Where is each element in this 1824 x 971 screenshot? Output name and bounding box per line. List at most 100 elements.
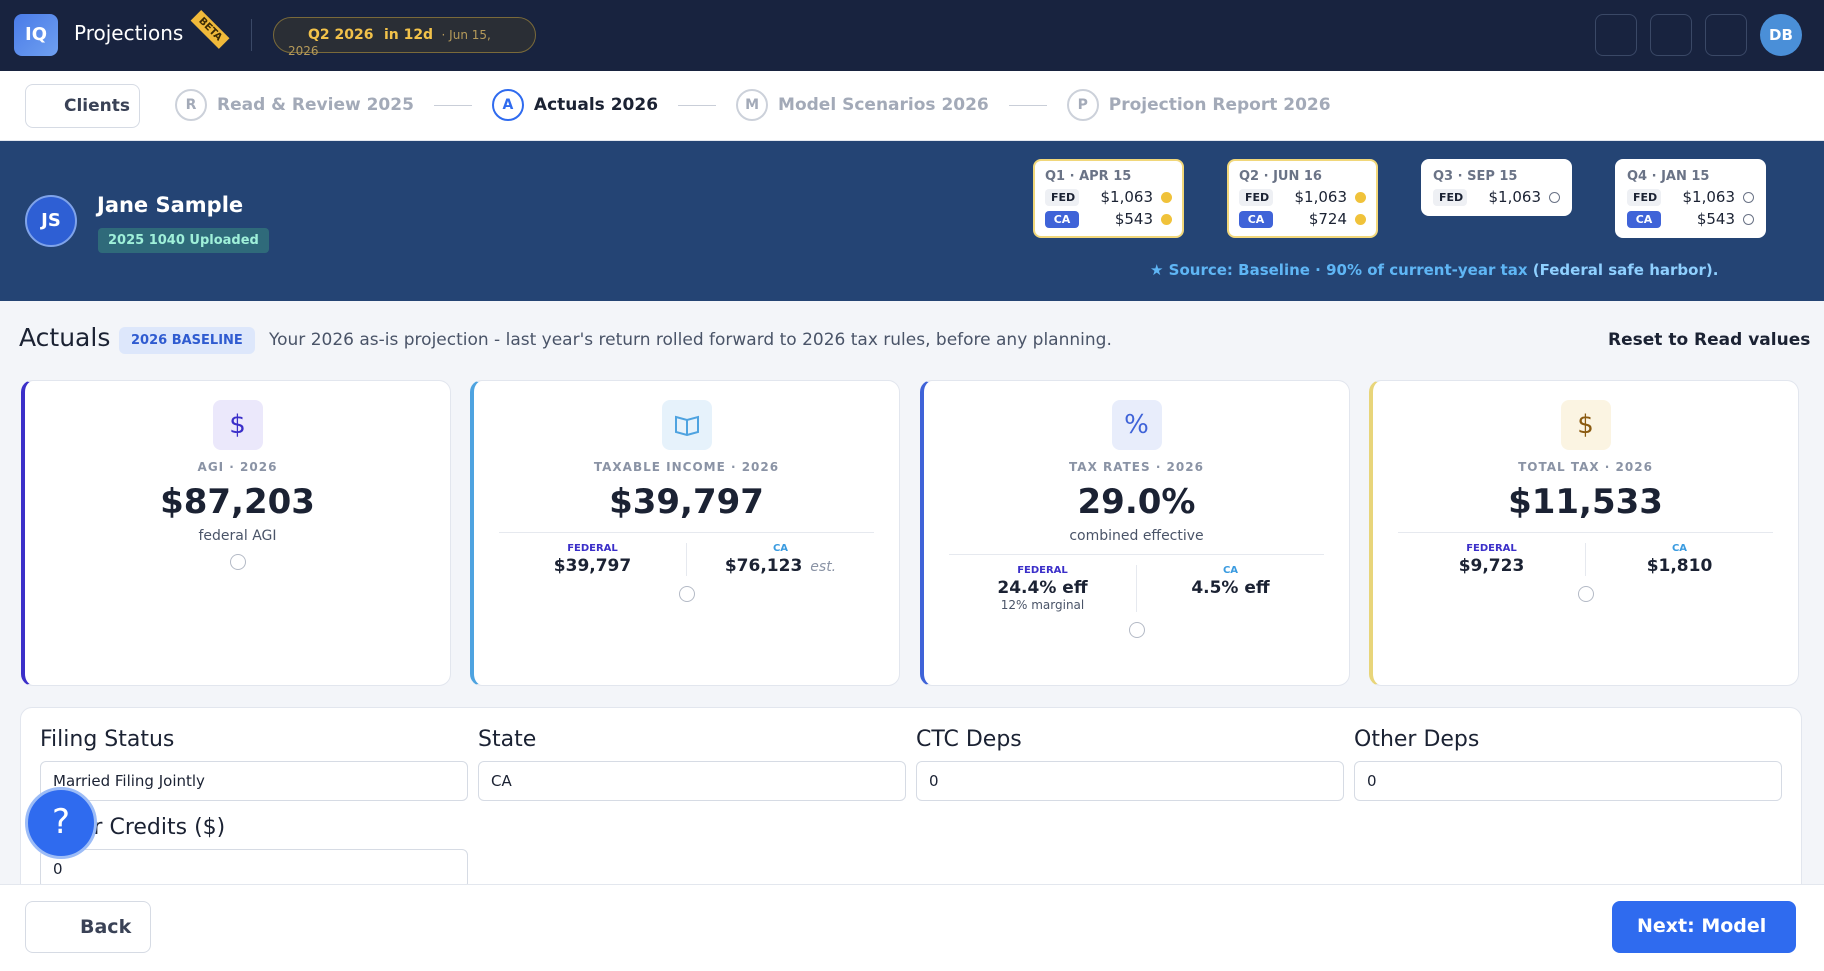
field-label: Other Deps [1354, 727, 1480, 752]
help-fab[interactable]: ? [25, 787, 97, 859]
quarter: Q2 2026 [308, 27, 374, 43]
step-letter[interactable]: P [1066, 89, 1099, 121]
back-button[interactable]: Back [25, 901, 151, 953]
split: FEDERAL $39,797 CA $76,123 est. [499, 532, 874, 576]
step-label[interactable]: Actuals 2026 [533, 95, 659, 115]
tax-tag: CA [1239, 210, 1273, 228]
settings-button[interactable] [1705, 14, 1747, 56]
quarter-row: FED $1,063 [1045, 188, 1172, 206]
quarter-row: CA $724 [1239, 210, 1366, 228]
card-icon: $ [212, 400, 263, 450]
due: in 12d [383, 27, 434, 43]
status-dot [1549, 191, 1560, 203]
quarter-title: Q2 · JUN 16 [1239, 169, 1322, 184]
ca-value-row: $1,810 [1586, 556, 1773, 576]
footer: Back Next: Model [0, 884, 1824, 971]
help-button[interactable] [1650, 14, 1692, 56]
metric-card: TAXABLE INCOME · 2026 $39,797 FEDERAL $39,7… [470, 380, 900, 686]
amount: $543 [1696, 210, 1735, 228]
status-dot [1743, 213, 1754, 225]
field-label: Filing Status [40, 727, 175, 752]
card-label: AGI · 2026 [197, 460, 278, 474]
clients-button[interactable]: Clients [25, 84, 140, 128]
federal-value: $39,797 [553, 556, 632, 576]
ca-col: CA $1,810 [1586, 543, 1773, 576]
card-label: TOTAL TAX · 2026 [1518, 460, 1653, 474]
card-sub: combined effective [1069, 528, 1204, 544]
quarter-row: FED $1,063 [1627, 188, 1754, 206]
source-bold: (Federal safe harbor). [1532, 261, 1719, 279]
clipboard-button[interactable] [1595, 14, 1637, 56]
step-label[interactable]: Projection Report 2026 [1108, 95, 1331, 115]
step-letter[interactable]: R [175, 89, 207, 121]
card-icon [661, 400, 712, 450]
section-title: Actuals [19, 323, 111, 352]
step-label[interactable]: Model Scenarios 2026 [778, 95, 989, 115]
quarter-box: Q2 · JUN 16 FED $1,063 CA $724 [1227, 159, 1378, 238]
next-button[interactable]: Next: Model [1612, 901, 1796, 953]
steps-bar: Clients R Read & Review 2025 A Actuals 2026… [0, 71, 1824, 141]
status-dot [1161, 191, 1172, 203]
step-letter[interactable]: A [491, 89, 524, 121]
avatar[interactable]: DB [1760, 14, 1802, 56]
input-field[interactable]: 0 [1354, 761, 1782, 801]
info-icon [1577, 586, 1594, 602]
step-letter[interactable]: M [736, 89, 769, 121]
amount: $1,063 [1488, 188, 1542, 206]
client-name: Jane Sample [97, 193, 244, 217]
split: FEDERAL $9,723 CA $1,810 [1398, 532, 1773, 576]
status-dot [1743, 191, 1754, 203]
tax-tag: FED [1045, 188, 1079, 206]
status-badge: 2025 1040 Uploaded [98, 228, 269, 253]
card-icon: % [1111, 400, 1162, 450]
tax-tag: CA [1045, 210, 1079, 228]
info-icon [678, 586, 695, 602]
ca-label: CA [1671, 543, 1688, 554]
reset-link[interactable]: Reset to Read values [1608, 330, 1811, 350]
quarter-box: Q1 · APR 15 FED $1,063 CA $543 [1033, 159, 1184, 238]
card-icon: $ [1560, 400, 1611, 450]
quarter-row: FED $1,063 [1239, 188, 1366, 206]
status-dot [1355, 213, 1366, 225]
tax-tag: CA [1627, 210, 1661, 228]
top-bar: IQ Projections BETA Q2 2026 in 12d · Jun… [0, 0, 1824, 71]
ca-value-row: 4.5% eff [1137, 578, 1324, 598]
step-connector [433, 104, 472, 106]
app-title: Projections [74, 21, 184, 45]
divider [251, 19, 252, 51]
quarter-title: Q3 · SEP 15 [1433, 169, 1518, 184]
federal-sub: 12% marginal [1000, 598, 1085, 612]
status-dot [1355, 191, 1366, 203]
step-label[interactable]: Read & Review 2025 [217, 95, 414, 115]
ca-value-row: $76,123 est. [687, 556, 874, 576]
ca-label: CA [1222, 565, 1239, 576]
ca-value: 4.5% eff [1191, 578, 1270, 598]
card-label: TAXABLE INCOME · 2026 [593, 460, 780, 474]
select-field[interactable]: Married Filing Jointly [40, 761, 468, 801]
field-label: CTC Deps [916, 727, 1022, 752]
quarter-box: Q3 · SEP 15 FED $1,063 [1421, 159, 1572, 216]
step-connector [678, 104, 717, 106]
source-text: Source: Baseline · 90% of current-year t… [1168, 261, 1528, 279]
split: FEDERAL 24.4% eff 12% marginal CA 4.5% eff [949, 554, 1324, 612]
input-field[interactable]: 0 [40, 849, 468, 889]
tax-tag: FED [1239, 188, 1273, 206]
ca-note: est. [810, 559, 837, 575]
date: · Jun 15, 2026 [288, 28, 491, 58]
book-icon [674, 415, 699, 437]
quarter-title: Q1 · APR 15 [1045, 169, 1132, 184]
federal-col: FEDERAL $39,797 [499, 543, 687, 576]
select-field[interactable]: CA [478, 761, 906, 801]
quarter-row: FED $1,063 [1433, 188, 1560, 206]
input-field[interactable]: 0 [916, 761, 1344, 801]
card-label: TAX RATES · 2026 [1069, 460, 1204, 474]
quarter-row: CA $543 [1627, 210, 1754, 228]
logo[interactable]: IQ [14, 14, 58, 56]
ca-label: CA [772, 543, 789, 554]
card-value: $87,203 [160, 482, 315, 522]
card-value: $39,797 [609, 482, 764, 522]
quarter-row: CA $543 [1045, 210, 1172, 228]
quarter-chip[interactable]: Q2 2026 in 12d · Jun 15, 2026 [273, 17, 536, 58]
ca-value: $76,123 [724, 556, 803, 576]
